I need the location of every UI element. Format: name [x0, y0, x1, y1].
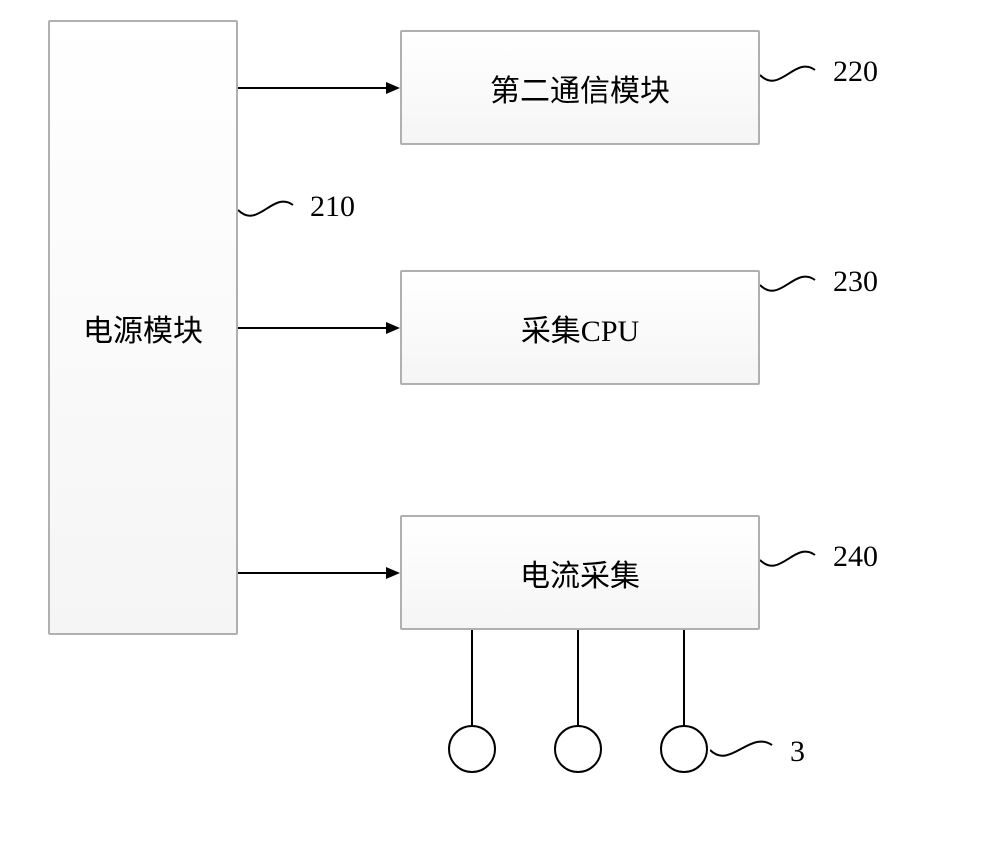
power-module-label: 电源模块 — [83, 306, 203, 350]
leader-210 — [238, 195, 310, 235]
connector-1 — [471, 630, 473, 725]
arrow-power-to-collect — [238, 563, 400, 583]
annotation-230: 230 — [833, 265, 878, 299]
current-collect-label: 电流采集 — [520, 551, 640, 595]
annotation-210: 210 — [310, 190, 355, 224]
annotation-240: 240 — [833, 540, 878, 574]
leader-240 — [760, 545, 832, 585]
comm-module-block: 第二通信模块 — [400, 30, 760, 145]
leader-230 — [760, 270, 832, 310]
sensor-circle-2 — [554, 725, 602, 773]
annotation-220: 220 — [833, 55, 878, 89]
connector-3 — [683, 630, 685, 725]
sensor-circle-3 — [660, 725, 708, 773]
arrow-power-to-cpu — [238, 318, 400, 338]
block-diagram: 电源模块 210 第二通信模块 220 采集CPU 230 电流采集 240 — [0, 0, 1000, 843]
sensor-circle-1 — [448, 725, 496, 773]
annotation-3: 3 — [790, 735, 805, 769]
cpu-block: 采集CPU — [400, 270, 760, 385]
leader-220 — [760, 60, 832, 100]
arrow-power-to-comm — [238, 78, 400, 98]
connector-2 — [577, 630, 579, 725]
leader-3 — [710, 735, 788, 775]
cpu-label: 采集CPU — [521, 306, 639, 350]
comm-module-label: 第二通信模块 — [490, 66, 670, 110]
power-module-block: 电源模块 — [48, 20, 238, 635]
current-collect-block: 电流采集 — [400, 515, 760, 630]
